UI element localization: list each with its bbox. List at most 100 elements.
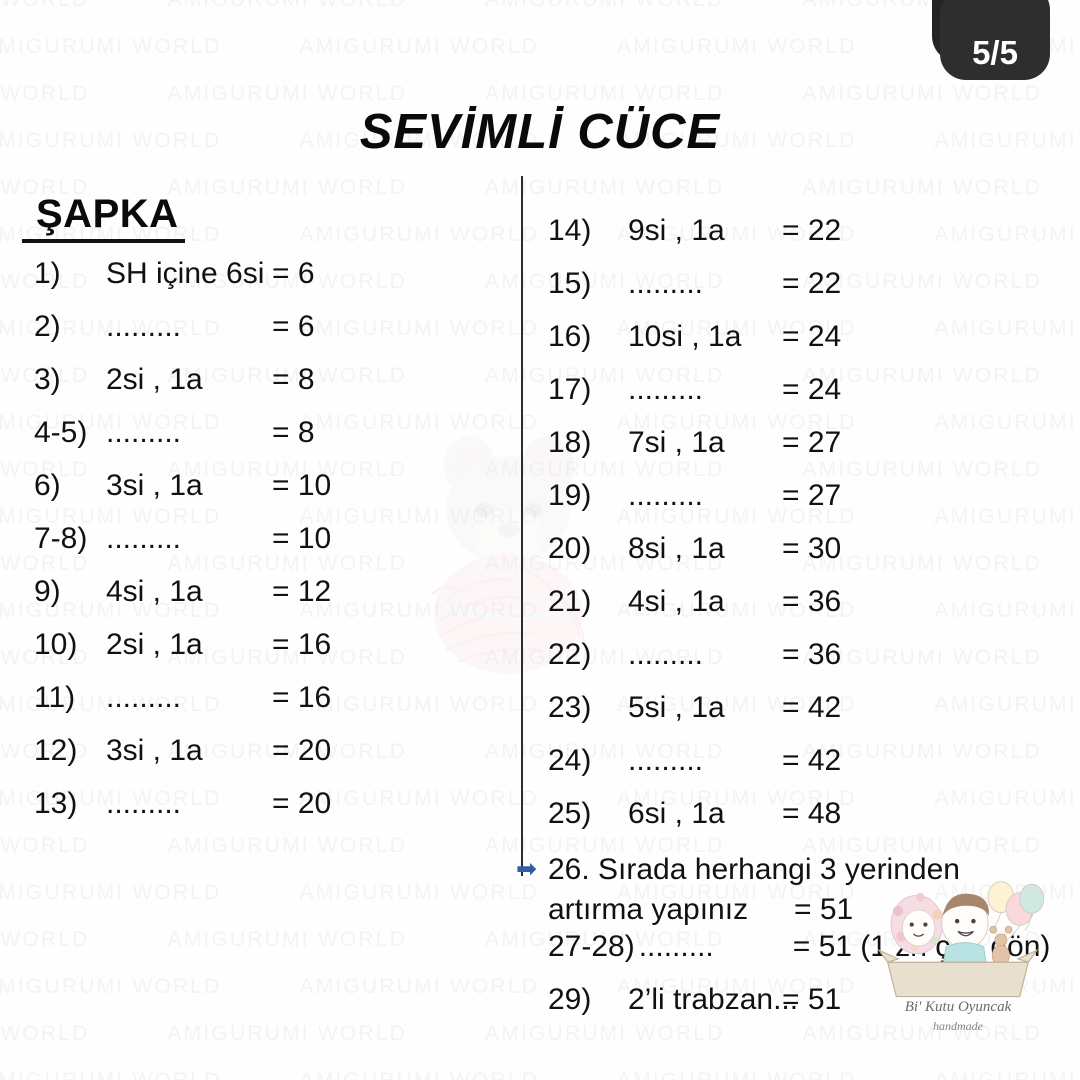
row-number: 22) [548, 638, 592, 671]
row-instruction: 9si , 1a [628, 214, 725, 247]
row-instruction: SH içine 6si [106, 257, 265, 290]
row-instruction: ......... [106, 522, 182, 555]
special-instruction-row-26: ➡ 26. Sırada herhangi 3 yerinden artırma… [516, 850, 1076, 930]
row-number: 6) [34, 469, 61, 502]
row-instruction: ......... [628, 479, 704, 512]
row-stitch-count: = 8 [272, 416, 315, 449]
row-number: 7-8) [34, 522, 88, 555]
row-instruction: 6si , 1a [628, 797, 725, 830]
row-number: 14) [548, 214, 592, 247]
row-instruction: 5si , 1a [628, 691, 725, 724]
instruction-row: 2)......... = 6 [22, 310, 492, 363]
row-instruction: ......... [628, 744, 704, 777]
row-number: 4-5) [34, 416, 88, 449]
row-number: 1) [34, 257, 61, 290]
instruction-row: 23) 5si , 1a = 42 [536, 691, 1076, 744]
row-number: 11) [34, 681, 76, 714]
row-26-line2-value: = 51 [794, 893, 854, 926]
column-divider [521, 176, 523, 876]
row-instruction: 8si , 1a [628, 532, 725, 565]
row-number: 3) [34, 363, 61, 396]
row-stitch-count: = 51 [782, 983, 842, 1016]
row-instruction: 3si , 1a [106, 734, 203, 767]
row-instruction: ......... [106, 416, 182, 449]
instruction-row: 21) 4si , 1a = 36 [536, 585, 1076, 638]
row-number: 15) [548, 267, 592, 300]
instruction-row: 1) SH içine 6si = 6 [22, 257, 492, 310]
row-stitch-count: = 36 [782, 585, 842, 618]
row-stitch-count: = 22 [782, 214, 842, 247]
row-stitch-count: = 36 [782, 638, 842, 671]
row-stitch-count: = 27 [782, 426, 842, 459]
row-stitch-count: = 20 [272, 734, 332, 767]
instruction-row: 10) 2si , 1a = 16 [22, 628, 492, 681]
row-number: 16) [548, 320, 592, 353]
row-stitch-count: = 22 [782, 267, 842, 300]
row-instruction: 2si , 1a [106, 363, 203, 396]
row-stitch-count: = 6 [272, 310, 315, 343]
row-instruction: ......... [628, 638, 704, 671]
instruction-row: 6) 3si , 1a = 10 [22, 469, 492, 522]
right-column: 14) 9si , 1a = 22 15)......... = 22 16) 10si ,… [516, 214, 1076, 1036]
row-number: 27-28) [548, 930, 635, 963]
page-badge: 5/5 5/5 5/5 [932, 0, 1058, 90]
row-number: 29) [548, 983, 592, 1016]
instruction-row: 17)......... = 24 [536, 373, 1076, 426]
row-stitch-count: = 12 [272, 575, 332, 608]
instruction-row: 15)......... = 22 [536, 267, 1076, 320]
row-instruction: 4si , 1a [628, 585, 725, 618]
brand-logo: Bi' Kutu Oyuncak handmade [858, 880, 1058, 1040]
left-instruction-list: 1) SH içine 6si = 6 2)......... = 6 3) 2si , 1… [22, 257, 492, 840]
instruction-row: 3) 2si , 1a = 8 [22, 363, 492, 416]
row-instruction: ......... [638, 930, 714, 963]
row-stitch-count: = 10 [272, 469, 332, 502]
instruction-row: 27-28).........= 51 (1 zn çek dön) [536, 930, 1076, 983]
row-instruction: ......... [106, 681, 182, 714]
row-number: 24) [548, 744, 592, 777]
row-stitch-count: = 8 [272, 363, 315, 396]
row-26-line1: 26. Sırada herhangi 3 yerinden [548, 853, 960, 886]
row-26-line2-text: artırma yapınız [548, 893, 749, 926]
brand-name: Bi' Kutu Oyuncak [904, 999, 1012, 1015]
row-instruction: 3si , 1a [106, 469, 203, 502]
row-stitch-count: = 24 [782, 373, 842, 406]
instruction-row: 18) 7si , 1a = 27 [536, 426, 1076, 479]
instruction-row: 12) 3si , 1a = 20 [22, 734, 492, 787]
instruction-row: 19)......... = 27 [536, 479, 1076, 532]
row-number: 9) [34, 575, 61, 608]
row-instruction: 4si , 1a [106, 575, 203, 608]
row-stitch-count: = 48 [782, 797, 842, 830]
section-heading-sapka: ŞAPKA [22, 192, 185, 243]
row-instruction: ......... [106, 310, 182, 343]
row-number: 13) [34, 787, 78, 820]
row-stitch-count: = 27 [782, 479, 842, 512]
row-stitch-count: = 24 [782, 320, 842, 353]
row-stitch-count: = 42 [782, 691, 842, 724]
row-number: 20) [548, 532, 592, 565]
brand-logo-illustration [877, 881, 1045, 998]
instruction-row: 25) 6si , 1a = 48 [536, 797, 1076, 850]
row-number: 19) [548, 479, 592, 512]
instruction-row: 24)......... = 42 [536, 744, 1076, 797]
arrow-right-icon: ➡ [516, 855, 537, 883]
right-instruction-list: 14) 9si , 1a = 22 15)......... = 22 16) 10si ,… [536, 214, 1076, 850]
instruction-row: 9) 4si , 1a = 12 [22, 575, 492, 628]
row-number: 23) [548, 691, 592, 724]
row-number: 2) [34, 310, 61, 343]
instruction-row: 13)......... = 20 [22, 787, 492, 840]
instruction-row: 14) 9si , 1a = 22 [536, 214, 1076, 267]
row-stitch-count: = 42 [782, 744, 842, 777]
row-stitch-count: = 6 [272, 257, 315, 290]
row-number: 10) [34, 628, 78, 661]
row-instruction: ......... [106, 787, 182, 820]
row-number: 17) [548, 373, 592, 406]
page-title: SEVİMLİ CÜCE [359, 105, 721, 159]
row-stitch-count: = 30 [782, 532, 842, 565]
row-26-line2: artırma yapınız = 51 [548, 890, 1076, 930]
row-number: 18) [548, 426, 592, 459]
row-stitch-count: = 10 [272, 522, 332, 555]
row-stitch-count: = 16 [272, 681, 332, 714]
